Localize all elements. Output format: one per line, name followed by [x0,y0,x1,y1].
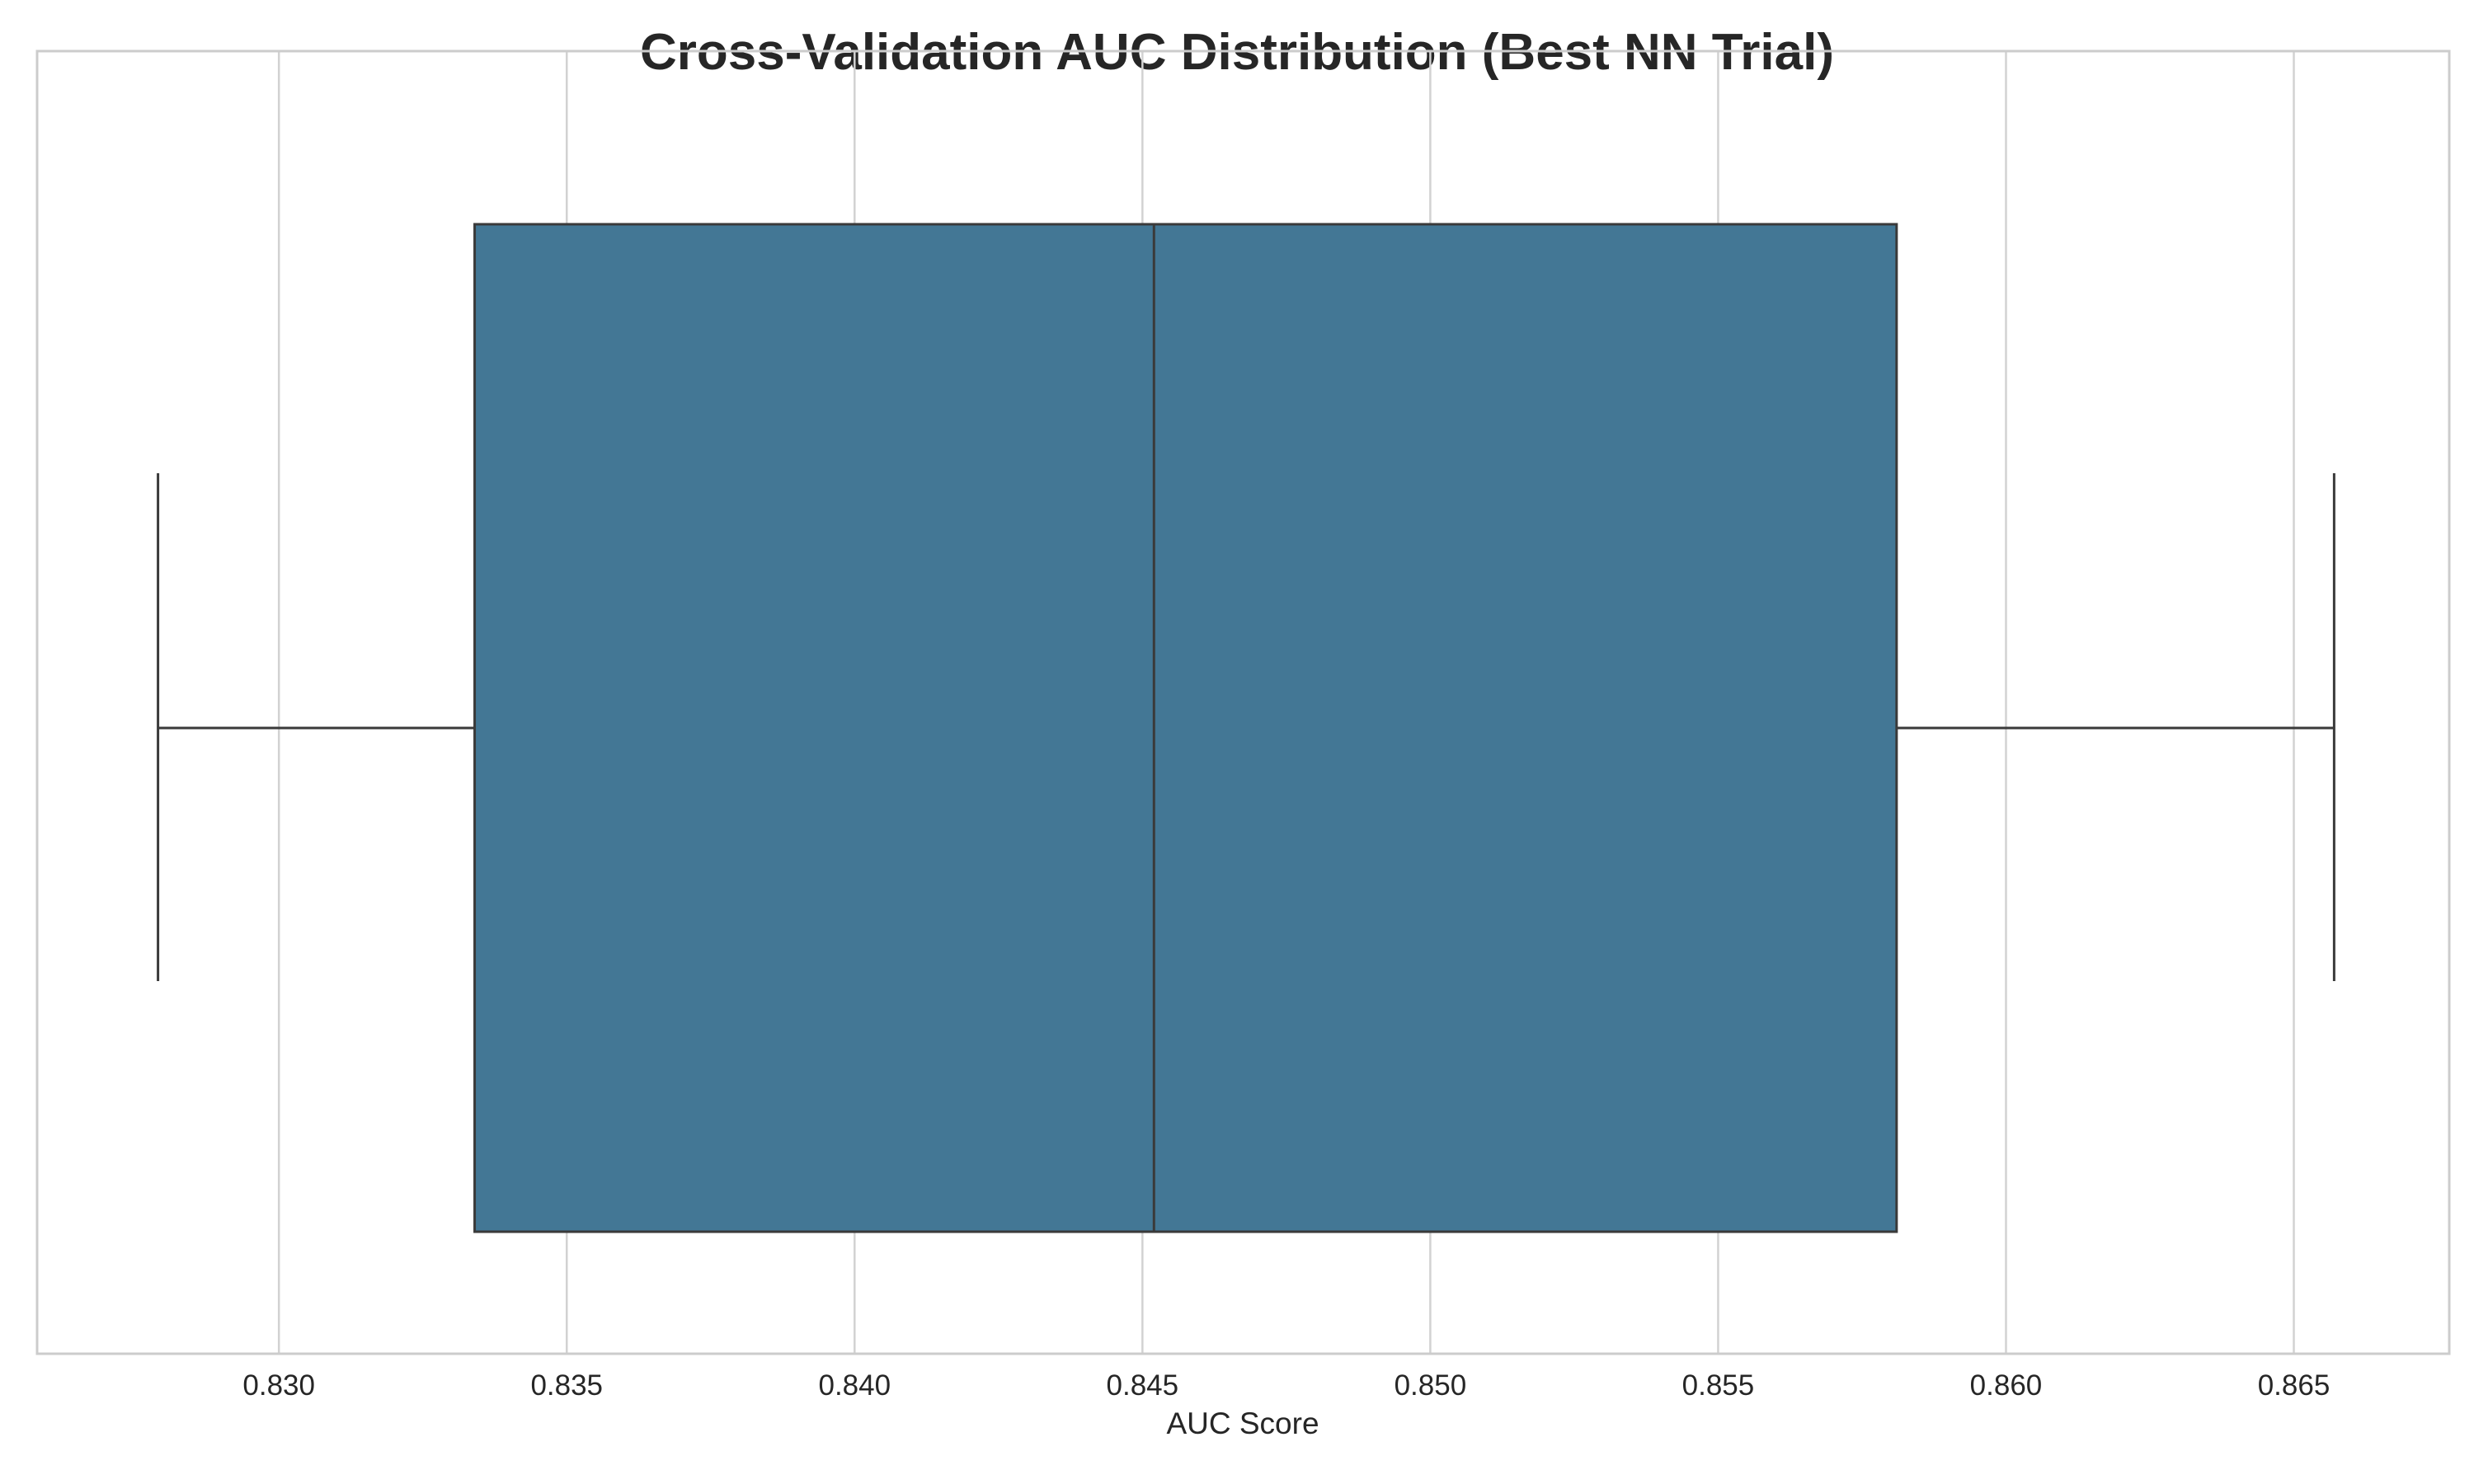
x-tick-label-0.860: 0.860 [1970,1369,2043,1402]
x-tick-label-0.840: 0.840 [818,1369,891,1402]
x-tick-label-0.855: 0.855 [1682,1369,1755,1402]
x-tick-label-0.865: 0.865 [2258,1369,2331,1402]
plot-frame [35,49,2451,1355]
x-tick-label-0.845: 0.845 [1107,1369,1179,1402]
iqr-box [473,223,1898,1233]
x-tick-label-0.850: 0.850 [1395,1369,1467,1402]
x-axis-ticks: 0.830 0.835 0.840 0.845 0.850 0.855 0.860 0.865 [242,1369,2330,1402]
x-axis-label: AUC Score [1166,1407,1319,1440]
x-tick-label-0.835: 0.835 [530,1369,603,1402]
x-tick-label-0.830: 0.830 [242,1369,315,1402]
box-plot [157,223,2335,1233]
